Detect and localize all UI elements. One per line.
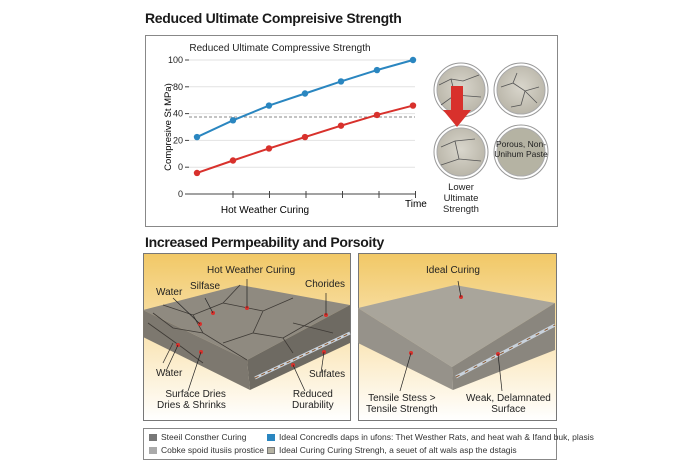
legend-item: Steeil Consther Curing (149, 432, 247, 442)
label-tensile-stress: Tensile Stess > Tensile Strength (366, 393, 438, 415)
section-title-permeability: Increased Permpeability and Porsoity (145, 234, 384, 250)
x-axis-label: Hot Weather Curing (221, 205, 309, 216)
data-point (193, 169, 201, 177)
y-tick-label: 80 (173, 82, 183, 92)
data-point (229, 157, 237, 164)
legend-swatch (267, 434, 275, 441)
y-tick-label: 100 (168, 55, 183, 65)
callout-lines (165, 279, 327, 392)
legend-label: Steeil Consther Curing (161, 432, 247, 442)
slab-top (358, 285, 555, 367)
label-sulfates: Sulfates (309, 369, 346, 380)
label-hot-weather-curing: Hot Weather Curing (207, 265, 296, 276)
slab-front (143, 310, 250, 390)
section-title-strength: Reduced Ultimate Compreisive Strength (145, 10, 402, 26)
strength-panel (145, 35, 558, 227)
y-tick-label: 40 (173, 109, 183, 119)
data-point (337, 122, 345, 129)
data-point (301, 133, 309, 141)
slab-front (358, 308, 453, 390)
data-point (409, 102, 417, 109)
x-axis-end-label: Time (405, 199, 427, 210)
y-tick-label: 20 (173, 135, 183, 145)
hot-weather-slab-panel (143, 253, 351, 421)
data-point (373, 66, 381, 74)
label-surface-dries: Surface Dries Dries & Shrinks (157, 389, 226, 411)
label-water-top: Water (156, 287, 183, 298)
y-axis-label: Compresive St MPa) (163, 83, 174, 171)
data-point (373, 111, 381, 119)
down-arrow-icon (443, 86, 471, 127)
legend-swatch (149, 447, 157, 454)
legend-swatch (267, 447, 275, 454)
data-point (409, 56, 417, 64)
label-water-side: Water (156, 368, 183, 379)
y-tick-label: 0 (178, 189, 183, 199)
legend-item: Ideal Concredls daps in ufons: Thet West… (267, 432, 594, 442)
porous-sample-circle (493, 124, 549, 180)
data-point (229, 117, 237, 124)
label-ideal-curing: Ideal Curing (426, 265, 480, 276)
data-point (193, 133, 201, 141)
label-chorides: Chorides (305, 279, 346, 290)
legend-item: Ideal Curing Curing Strengh, a seuet of … (267, 445, 517, 455)
series-line-0 (196, 59, 414, 138)
legend-label: Cobke spoid itusiis prostice (161, 445, 264, 455)
y-tick-label: 0 (178, 162, 183, 172)
legend-label: Ideal Concredls daps in ufons: Thet West… (279, 432, 594, 442)
slab-side (452, 303, 555, 390)
legend: Steeil Consther Curing Cobke spoid itusi… (143, 428, 594, 460)
data-point (337, 78, 345, 85)
porous-label: Porous, Non-Unihum Paste (494, 139, 548, 159)
cracked-sample-circle (493, 62, 549, 118)
data-point (265, 102, 273, 109)
slab-top (143, 285, 350, 360)
label-weak-surface: Weak, Delamnated Surface (466, 393, 551, 415)
lower-strength-label: Lower Ultimate Strength (443, 182, 479, 215)
chart-title: Reduced Ultimate Compressive Strength (189, 43, 370, 54)
label-reduced-durability: Reduced Durability (292, 389, 334, 411)
legend-label: Ideal Curing Curing Strengh, a seuet of … (279, 445, 517, 455)
label-silfase: Silfase (190, 281, 221, 292)
data-point (265, 145, 273, 152)
cracked-sample-circle (433, 124, 489, 180)
data-point (301, 90, 309, 97)
ideal-curing-slab-panel (358, 253, 557, 421)
legend-swatch (149, 434, 157, 441)
strength-chart: Reduced Ultimate Compressive Strength 10… (163, 43, 549, 216)
legend-item: Cobke spoid itusiis prostice (149, 445, 264, 455)
